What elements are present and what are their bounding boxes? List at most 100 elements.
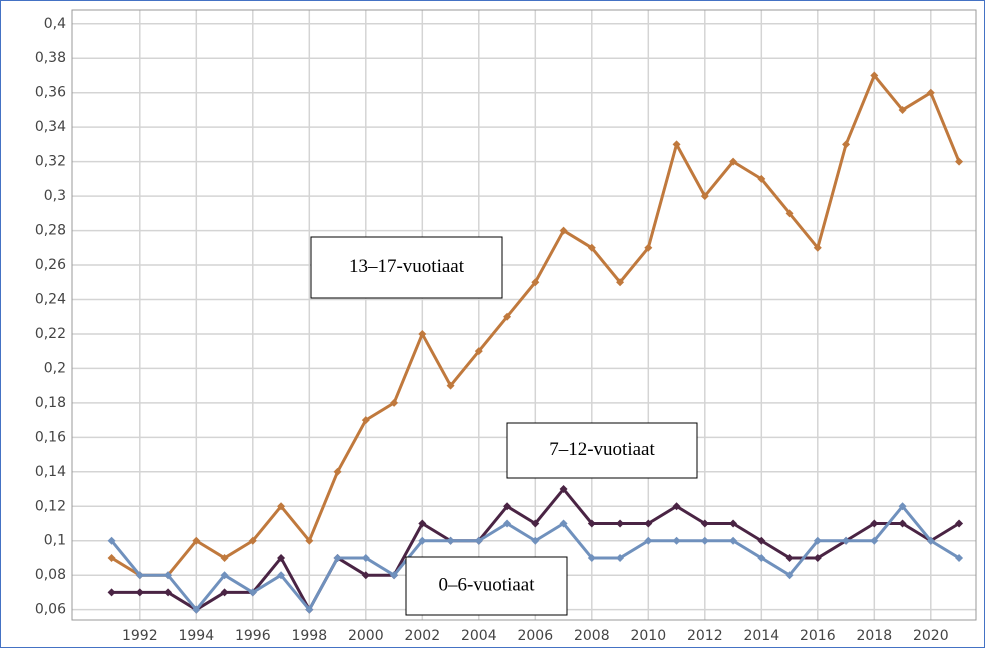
data-point (107, 553, 116, 562)
data-point (870, 519, 879, 528)
data-point (870, 536, 879, 545)
data-point (277, 553, 286, 562)
data-point (955, 157, 964, 166)
data-point (842, 536, 851, 545)
y-tick-label: 0,1 (44, 533, 66, 549)
data-point (192, 536, 201, 545)
y-tick-label: 0,3 (44, 188, 66, 204)
data-point (587, 243, 596, 252)
data-point (135, 588, 144, 597)
data-point (926, 88, 935, 97)
data-point (559, 226, 568, 235)
data-point (785, 553, 794, 562)
data-point (757, 174, 766, 183)
x-tick-label: 2012 (687, 628, 723, 644)
data-point (503, 312, 512, 321)
data-point (870, 71, 879, 80)
data-point (616, 553, 625, 562)
x-tick-label: 2004 (461, 628, 497, 644)
data-point (644, 536, 653, 545)
series-label: 0–6-vuotiaat (438, 574, 535, 595)
data-point (898, 519, 907, 528)
y-tick-label: 0,34 (35, 119, 66, 135)
data-point (503, 519, 512, 528)
data-point (305, 605, 314, 614)
data-point (305, 536, 314, 545)
data-point (785, 571, 794, 580)
data-point (898, 105, 907, 114)
data-point (729, 536, 738, 545)
data-point (531, 519, 540, 528)
x-tick-label: 2008 (574, 628, 610, 644)
data-point (107, 536, 116, 545)
y-tick-label: 0,16 (35, 429, 66, 445)
x-tick-label: 2020 (913, 628, 949, 644)
y-tick-label: 0,22 (35, 326, 66, 342)
x-tick-label: 2006 (517, 628, 553, 644)
y-tick-label: 0,24 (35, 291, 66, 307)
data-point (333, 553, 342, 562)
data-point (672, 536, 681, 545)
data-point (135, 571, 144, 580)
series-label: 13–17-vuotiaat (349, 256, 465, 277)
data-point (559, 485, 568, 494)
data-point (164, 571, 173, 580)
lines (107, 71, 964, 614)
data-point (700, 536, 709, 545)
x-tick-label: 1994 (178, 628, 214, 644)
data-point (418, 536, 427, 545)
data-point (729, 157, 738, 166)
data-point (644, 243, 653, 252)
data-point (644, 519, 653, 528)
x-tick-label: 2002 (404, 628, 440, 644)
data-point (531, 278, 540, 287)
data-point (813, 553, 822, 562)
data-point (390, 398, 399, 407)
series-label-box (310, 236, 503, 299)
x-tick-label: 2016 (800, 628, 836, 644)
data-point (248, 536, 257, 545)
y-tick-label: 0,28 (35, 223, 66, 239)
data-point (418, 519, 427, 528)
data-point (220, 553, 229, 562)
y-tick-label: 0,18 (35, 395, 66, 411)
x-tick-label: 1996 (235, 628, 271, 644)
series-label-box (506, 422, 698, 479)
series-label-box (405, 556, 568, 616)
data-point (587, 553, 596, 562)
data-point (785, 209, 794, 218)
data-point (220, 571, 229, 580)
data-point (446, 536, 455, 545)
data-point (446, 381, 455, 390)
y-tick-label: 0,12 (35, 498, 66, 514)
data-point (729, 519, 738, 528)
data-point (672, 502, 681, 511)
x-tick-label: 2014 (743, 628, 779, 644)
x-tick-label: 2018 (856, 628, 892, 644)
data-point (616, 278, 625, 287)
y-tick-label: 0,32 (35, 154, 66, 170)
y-tick-label: 0,38 (35, 50, 66, 66)
x-tick-label: 1992 (122, 628, 158, 644)
data-point (700, 519, 709, 528)
data-point (107, 588, 116, 597)
data-point (474, 536, 483, 545)
data-point (361, 571, 370, 580)
data-point (672, 140, 681, 149)
series-label: 7–12-vuotiaat (549, 439, 655, 460)
data-point (531, 536, 540, 545)
y-tick-label: 0,06 (35, 602, 66, 618)
data-point (418, 329, 427, 338)
y-tick-label: 0,08 (35, 567, 66, 583)
data-point (616, 519, 625, 528)
data-point (559, 519, 568, 528)
data-point (390, 571, 399, 580)
x-tick-label: 1998 (291, 628, 327, 644)
data-point (361, 553, 370, 562)
data-point (220, 588, 229, 597)
data-point (277, 502, 286, 511)
x-tick-label: 2000 (348, 628, 384, 644)
data-point (164, 588, 173, 597)
data-point (813, 536, 822, 545)
